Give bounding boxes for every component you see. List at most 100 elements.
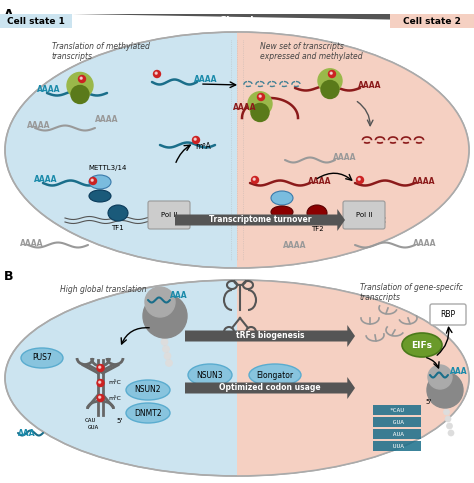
Polygon shape — [237, 278, 469, 478]
Text: AAAA: AAAA — [95, 115, 118, 125]
Circle shape — [163, 345, 170, 353]
Text: AAAA: AAAA — [333, 154, 356, 162]
Circle shape — [448, 430, 454, 436]
Text: AAAA: AAAA — [233, 102, 256, 112]
Text: AAA: AAA — [170, 292, 188, 300]
Circle shape — [428, 365, 452, 389]
Circle shape — [99, 396, 100, 398]
Text: *CAU: *CAU — [390, 408, 404, 412]
Circle shape — [165, 359, 173, 367]
Ellipse shape — [5, 280, 469, 476]
Text: CAU: CAU — [84, 418, 96, 423]
Circle shape — [318, 69, 342, 93]
Text: Translation of gene-specifc
transcripts: Translation of gene-specifc transcripts — [360, 283, 463, 302]
Polygon shape — [185, 325, 355, 347]
Ellipse shape — [89, 190, 111, 202]
Ellipse shape — [249, 364, 301, 386]
Text: GUA: GUA — [390, 420, 404, 425]
Text: Transcriptome turnover: Transcriptome turnover — [209, 215, 311, 225]
Circle shape — [356, 176, 364, 184]
Text: m⁵C: m⁵C — [108, 381, 121, 385]
Polygon shape — [175, 209, 345, 231]
Bar — [0, 14, 72, 28]
Circle shape — [444, 409, 449, 415]
Circle shape — [91, 179, 93, 181]
Circle shape — [143, 294, 187, 338]
Text: tRFs biogenesis: tRFs biogenesis — [236, 331, 304, 341]
Text: TF1: TF1 — [110, 225, 123, 231]
Circle shape — [145, 287, 175, 317]
Ellipse shape — [271, 191, 293, 205]
Text: A: A — [4, 8, 14, 21]
Ellipse shape — [307, 205, 327, 221]
Bar — [390, 14, 474, 28]
Circle shape — [164, 353, 171, 359]
Circle shape — [447, 423, 453, 429]
Ellipse shape — [89, 175, 111, 189]
Circle shape — [97, 365, 104, 371]
Text: Signal: Signal — [219, 16, 255, 26]
Text: B: B — [4, 270, 13, 283]
Circle shape — [154, 71, 161, 77]
Text: AAAA: AAAA — [358, 82, 382, 90]
Circle shape — [80, 77, 82, 79]
Ellipse shape — [21, 348, 63, 368]
Circle shape — [328, 71, 336, 77]
Circle shape — [67, 72, 93, 99]
Polygon shape — [185, 377, 355, 399]
Text: m⁵C: m⁵C — [108, 397, 121, 401]
Circle shape — [155, 72, 157, 74]
FancyBboxPatch shape — [148, 201, 190, 229]
Text: AAA: AAA — [18, 428, 36, 438]
Text: METTL3/14: METTL3/14 — [88, 165, 127, 171]
FancyBboxPatch shape — [430, 304, 466, 325]
Circle shape — [71, 85, 89, 103]
Text: New set of transcripts
expressed and methylated: New set of transcripts expressed and met… — [260, 42, 363, 61]
Text: AAAA: AAAA — [37, 85, 61, 95]
Text: m⁶A: m⁶A — [195, 142, 211, 151]
Circle shape — [251, 103, 269, 122]
Ellipse shape — [126, 380, 170, 400]
Circle shape — [253, 178, 255, 180]
Text: NSUN2: NSUN2 — [135, 385, 161, 395]
Ellipse shape — [108, 205, 128, 221]
Text: Optimized codon usage: Optimized codon usage — [219, 384, 321, 393]
Circle shape — [99, 381, 100, 383]
Text: EIFs: EIFs — [411, 341, 432, 350]
Ellipse shape — [402, 333, 442, 357]
Text: Pol II: Pol II — [356, 212, 372, 218]
Ellipse shape — [5, 32, 469, 268]
Bar — [373, 429, 421, 439]
Text: AAAA: AAAA — [34, 175, 57, 185]
Bar — [373, 417, 421, 427]
Text: Translation of methylated
transcripts: Translation of methylated transcripts — [52, 42, 150, 61]
Text: AAAA: AAAA — [194, 75, 218, 85]
Text: Elongator: Elongator — [256, 370, 293, 380]
Text: NSUN3: NSUN3 — [197, 370, 223, 380]
Circle shape — [248, 92, 272, 116]
Text: AAAA: AAAA — [20, 239, 44, 247]
Ellipse shape — [126, 403, 170, 423]
FancyBboxPatch shape — [343, 201, 385, 229]
Text: 5': 5' — [425, 399, 431, 405]
Text: RBP: RBP — [440, 310, 456, 319]
Circle shape — [90, 177, 97, 185]
Circle shape — [194, 138, 196, 140]
Text: Cell state 2: Cell state 2 — [403, 16, 461, 26]
Polygon shape — [237, 30, 469, 270]
Bar — [373, 441, 421, 451]
Circle shape — [97, 395, 104, 401]
Text: Cell state 1: Cell state 1 — [7, 16, 65, 26]
Text: UUA: UUA — [390, 443, 404, 449]
Text: AAA: AAA — [450, 368, 468, 377]
Text: AAAA: AAAA — [283, 241, 307, 250]
Text: AAAA: AAAA — [308, 176, 331, 185]
Circle shape — [79, 75, 85, 83]
Polygon shape — [72, 14, 474, 28]
Circle shape — [442, 402, 448, 408]
Circle shape — [358, 178, 360, 180]
Circle shape — [321, 81, 339, 99]
Circle shape — [252, 176, 258, 184]
Text: PUS7: PUS7 — [32, 354, 52, 363]
Bar — [373, 405, 421, 415]
